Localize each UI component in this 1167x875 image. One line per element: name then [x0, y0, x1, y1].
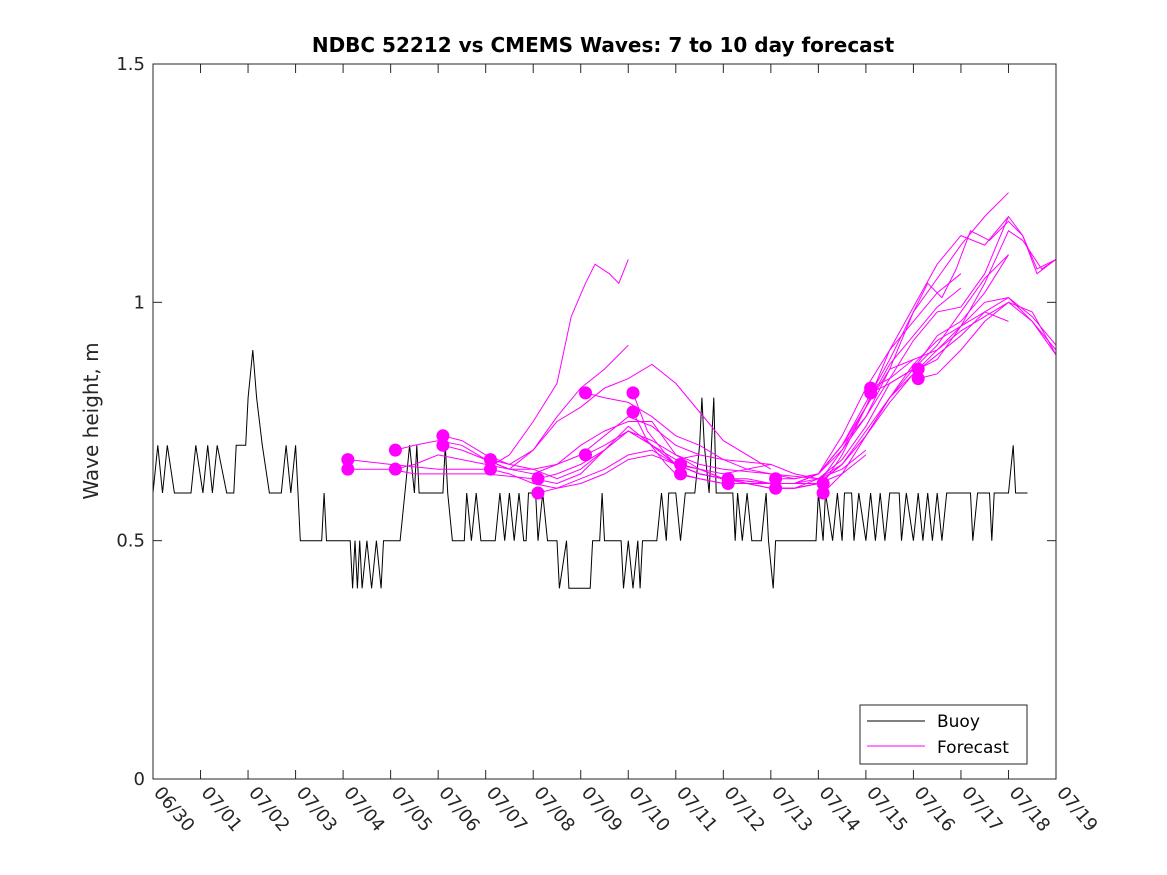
chart-title: NDBC 52212 vs CMEMS Waves: 7 to 10 day f…: [312, 33, 895, 57]
y-tick-label: 1.5: [116, 54, 145, 75]
forecast-start-point: [578, 386, 592, 400]
y-tick-label: 0.5: [116, 531, 145, 552]
forecast-start-point: [626, 405, 640, 419]
x-tick-label: 07/18: [1005, 783, 1054, 836]
forecast-start-point: [769, 472, 783, 486]
forecast-start-point: [721, 476, 735, 490]
x-tick-label: 07/03: [292, 783, 341, 836]
forecast-start-point: [388, 443, 402, 457]
forecast-start-point: [674, 457, 688, 471]
forecast-start-point: [531, 472, 545, 486]
forecast-start-point: [911, 372, 925, 386]
forecast-line: [775, 192, 1009, 480]
x-tick-label: 07/15: [862, 783, 911, 836]
forecast-line: [870, 254, 1009, 394]
forecast-line: [727, 220, 1057, 484]
x-tick-label: 07/01: [197, 783, 246, 836]
forecast-start-point: [436, 438, 450, 452]
forecast-start-point: [483, 453, 497, 467]
x-tick-label: 07/05: [387, 783, 436, 836]
forecast-start-point: [626, 386, 640, 400]
x-tick-label: 07/09: [577, 783, 626, 836]
forecast-start-point: [578, 448, 592, 462]
forecast-start-point: [341, 462, 355, 476]
x-tick-label: 07/08: [529, 783, 578, 836]
forecast-line: [822, 296, 1057, 494]
forecast-start-point: [674, 467, 688, 481]
forecast-start-point: [531, 486, 545, 500]
x-tick-label: 07/11: [672, 783, 721, 836]
forecast-start-point: [436, 429, 450, 443]
forecast-start-markers: [341, 362, 925, 500]
buoy-line: [152, 349, 1028, 589]
legend: Buoy Forecast: [859, 704, 1028, 765]
x-tick-label: 07/16: [910, 783, 959, 836]
forecast-line: [775, 311, 1009, 489]
forecast-line: [918, 301, 1057, 380]
forecast-line: [347, 259, 629, 470]
forecast-start-point: [483, 462, 497, 476]
x-tick-label: 07/07: [482, 783, 531, 836]
forecast-start-point: [816, 486, 830, 500]
forecast-start-point: [388, 462, 402, 476]
x-tick-label: 06/30: [149, 783, 198, 836]
x-tick-label: 07/12: [719, 783, 768, 836]
forecast-start-point: [911, 362, 925, 376]
plot-area: [153, 64, 1056, 779]
x-tick-label: 07/02: [244, 783, 293, 836]
legend-box: [859, 704, 1028, 765]
forecast-start-point: [341, 453, 355, 467]
forecast-start-point: [816, 476, 830, 490]
x-tick-label: 07/13: [767, 783, 816, 836]
x-tick-label: 07/19: [1052, 783, 1101, 836]
legend-buoy-label: Buoy: [937, 712, 980, 732]
y-axis: 0 0.5 1 1.5: [116, 54, 1056, 790]
x-tick-label: 07/14: [815, 783, 864, 836]
x-tick-label: 07/06: [434, 783, 483, 836]
forecast-line: [917, 230, 1057, 370]
y-axis-label: Wave height, m: [79, 342, 103, 499]
y-tick-label: 0: [134, 769, 145, 790]
legend-forecast-label: Forecast: [937, 738, 1009, 758]
forecast-line: [822, 215, 1057, 484]
x-tick-label: 07/04: [339, 783, 388, 836]
forecast-start-point: [864, 386, 878, 400]
buoy-series: [152, 349, 1028, 589]
forecast-start-point: [769, 481, 783, 495]
x-tick-label: 07/17: [957, 783, 1006, 836]
plot-frame: [152, 63, 1057, 780]
y-tick-label: 1: [134, 292, 145, 313]
x-tick-label: 07/10: [624, 783, 673, 836]
forecast-line: [395, 416, 700, 470]
